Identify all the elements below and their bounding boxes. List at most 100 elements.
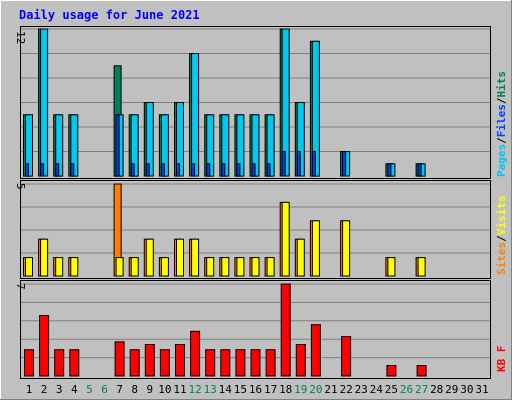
- day-label: 4: [71, 383, 78, 396]
- files-bar: [176, 163, 180, 177]
- day-label: 31: [475, 383, 488, 396]
- kbytes-bar: [159, 349, 170, 377]
- day-label: 12: [188, 383, 201, 396]
- visits-bar: [191, 238, 200, 277]
- visits-bar: [236, 257, 245, 277]
- visits-bar: [130, 257, 139, 277]
- legend-sep-2: /: [495, 97, 508, 104]
- day-label: 25: [385, 383, 398, 396]
- files-bar: [25, 163, 29, 177]
- legend-hits-panel: Pages/Files/Hits: [495, 71, 508, 177]
- day-label: 2: [41, 383, 48, 396]
- day-label: 21: [324, 383, 337, 396]
- files-bar: [342, 151, 347, 177]
- files-bar: [160, 163, 165, 177]
- day-label: 18: [279, 383, 292, 396]
- kbytes-bar: [205, 349, 216, 377]
- visits-bar: [417, 257, 426, 277]
- files-bar: [311, 151, 316, 177]
- kbytes-bar: [144, 344, 155, 377]
- day-label: 24: [370, 383, 384, 396]
- files-bar: [70, 163, 75, 177]
- kbytes-bar: [190, 330, 201, 377]
- files-bar: [266, 163, 271, 177]
- day-label: 1: [26, 383, 33, 396]
- pages-bar: [191, 53, 200, 177]
- day-label: 6: [101, 383, 108, 396]
- day-label: 10: [158, 383, 171, 396]
- kbytes-bar: [280, 283, 291, 377]
- kbytes-bar: [129, 349, 140, 377]
- files-bar: [130, 163, 135, 177]
- day-label: 8: [131, 383, 138, 396]
- day-label: 23: [355, 383, 368, 396]
- files-bar: [281, 151, 286, 177]
- legend-visits-panel: Sites/Visits: [495, 196, 508, 276]
- visits-bar: [55, 257, 64, 277]
- day-label: 7: [116, 383, 123, 396]
- files-bar: [296, 151, 301, 177]
- day-label: 20: [309, 383, 322, 396]
- day-label: 17: [264, 383, 277, 396]
- files-bar: [115, 114, 120, 177]
- kbytes-bar: [69, 349, 80, 377]
- day-label: 13: [204, 383, 217, 396]
- legend-kbf: KB F: [495, 346, 508, 373]
- visits-bar: [251, 257, 260, 277]
- kbytes-bar: [175, 344, 185, 377]
- kbytes-bar: [114, 341, 125, 377]
- visits-bar: [342, 220, 351, 277]
- day-label: 3: [56, 383, 63, 396]
- day-label: 28: [430, 383, 443, 396]
- pages-bar: [40, 28, 49, 177]
- day-labels: 1 2 3 4 5 6 7 8 9 10 11 12 13 14 15 16 17 18 19 20 21 22 23 24 2…: [26, 383, 489, 396]
- kbytes-bar: [295, 344, 306, 377]
- day-label: 26: [400, 383, 413, 396]
- kbytes-bar: [265, 349, 276, 377]
- legend-files: Files: [495, 104, 508, 137]
- files-bar: [145, 163, 150, 177]
- visits-bar: [145, 238, 154, 277]
- legend-visits: Visits: [495, 196, 508, 236]
- legend-pages: Pages: [495, 144, 508, 177]
- kbytes-bar: [235, 349, 246, 377]
- kbytes-bar: [39, 315, 50, 377]
- kbytes-bar: [220, 349, 231, 377]
- hits-ymax-label: 12: [14, 31, 27, 44]
- panel-frame-hits: [20, 26, 491, 179]
- visits-bar: [206, 257, 215, 277]
- kbytes-bar: [416, 365, 427, 377]
- files-bar: [221, 163, 226, 177]
- visits-ymax-label: 5: [14, 183, 27, 190]
- visits-bar: [160, 257, 169, 277]
- chart-title: Daily usage for June 2021: [19, 8, 200, 22]
- legend-sep-1: /: [495, 137, 508, 144]
- files-bar: [40, 163, 45, 177]
- files-bar: [417, 163, 422, 177]
- day-label: 30: [460, 383, 473, 396]
- files-bar: [191, 163, 196, 177]
- visits-bar: [387, 257, 396, 277]
- day-label: 22: [339, 383, 352, 396]
- gridlines: [21, 28, 490, 359]
- day-label: 16: [249, 383, 262, 396]
- kbytes-bar: [24, 349, 34, 377]
- visits-bar: [296, 238, 305, 277]
- visits-bar: [266, 257, 275, 277]
- files-bar: [206, 163, 211, 177]
- panel-frame-visits: [20, 180, 491, 279]
- day-label: 15: [234, 383, 247, 396]
- kbytes-bar: [310, 324, 321, 377]
- day-label: 29: [445, 383, 458, 396]
- panel-frame-kbytes: [20, 280, 491, 379]
- visits-bar: [176, 238, 184, 277]
- legend-sep-3: /: [495, 235, 508, 242]
- legend-kbytes-panel: KB F: [495, 346, 508, 373]
- day-label: 27: [415, 383, 428, 396]
- visits-bar: [25, 257, 33, 277]
- files-bar: [387, 163, 392, 177]
- kbytes-bar: [54, 349, 65, 377]
- visits-bar: [40, 238, 49, 277]
